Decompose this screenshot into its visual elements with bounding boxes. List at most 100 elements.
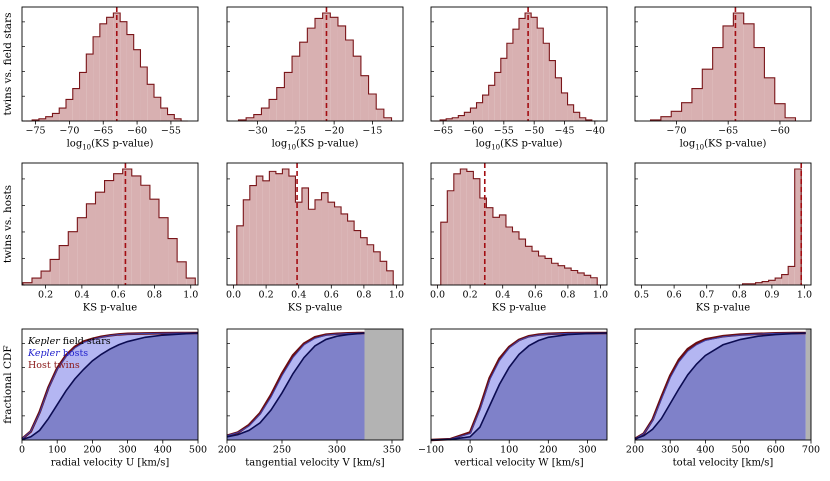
axes-frame xyxy=(21,328,199,441)
hist-bar xyxy=(691,88,703,121)
hist-bar xyxy=(573,112,580,121)
x-tick-label: 600 xyxy=(767,445,785,456)
hist-bar xyxy=(86,203,96,285)
gray-region xyxy=(364,329,403,440)
hist-bar xyxy=(253,114,262,121)
x-tick-label: 0.8 xyxy=(732,290,747,301)
x-tick-label: −60 xyxy=(127,126,147,137)
hist-bar xyxy=(95,192,105,285)
hist-bar xyxy=(743,23,755,121)
hist-bar xyxy=(764,77,775,121)
hist-bar xyxy=(380,261,387,285)
hist-bar xyxy=(243,199,250,285)
hist-bar xyxy=(86,54,94,121)
axes-frame xyxy=(21,6,199,122)
hist-bar xyxy=(301,187,309,285)
hist-bar xyxy=(45,116,53,121)
hist-bar xyxy=(99,23,107,121)
hist-bar xyxy=(447,190,454,285)
axes-frame xyxy=(634,328,812,441)
hist-bar xyxy=(532,251,539,285)
hist-bar xyxy=(464,112,471,121)
x-tick-label: 300 xyxy=(119,445,137,456)
hist-bar xyxy=(269,99,277,121)
x-tick-label: 200 xyxy=(218,445,236,456)
hist-bar xyxy=(785,117,796,121)
hist-bar xyxy=(755,282,763,285)
x-tick-label: 200 xyxy=(626,445,644,456)
panel-2-3: 200 300 400 500 600 700 total velocity [km/s] xyxy=(626,328,820,469)
cdf-field-area xyxy=(635,333,806,440)
hist-bar xyxy=(236,225,244,285)
hist-outline xyxy=(25,12,188,122)
x-tick-label: −65 xyxy=(433,126,453,137)
x-tick-label: 0.4 xyxy=(291,290,306,301)
hist-bar xyxy=(262,180,270,285)
x-axis-label: KS p-value xyxy=(492,303,547,314)
hist-bar xyxy=(383,117,392,121)
panel-1-0: 0.2 0.4 0.6 0.8 1.0 KS p-value xyxy=(21,162,199,314)
row-label-2: fractional CDF xyxy=(2,345,14,423)
hist-bar xyxy=(368,94,377,121)
x-axis-label: tangential velocity V [km/s] xyxy=(245,458,385,469)
hist-bar xyxy=(476,102,483,121)
hist-bar xyxy=(545,258,552,285)
hist-bar xyxy=(66,99,73,121)
hist-bar xyxy=(256,176,263,285)
x-tick-label: 500 xyxy=(189,445,207,456)
hist-bar xyxy=(337,25,346,121)
hist-bar xyxy=(482,95,489,121)
axes-frame xyxy=(634,162,812,286)
hist-bar xyxy=(458,115,465,121)
hist-bar xyxy=(555,77,562,121)
x-tick-label: 0.2 xyxy=(38,290,53,301)
x-tick-label: 100 xyxy=(500,445,518,456)
x-tick-label: 300 xyxy=(328,445,346,456)
hist-bar xyxy=(261,108,270,121)
hist-bar xyxy=(140,67,148,121)
hist-bar xyxy=(564,268,572,285)
hist-bar xyxy=(160,108,168,121)
x-tick-label: 300 xyxy=(578,445,596,456)
x-tick-label: −30 xyxy=(248,126,268,137)
hist-bar xyxy=(549,60,556,121)
hist-bar xyxy=(473,178,480,285)
cdf-hosts-line xyxy=(634,332,806,440)
hist-bar xyxy=(492,217,500,285)
hist-bar xyxy=(452,117,459,121)
hist-bar xyxy=(284,72,293,121)
hist-bar xyxy=(52,113,60,121)
axes-frame xyxy=(430,6,608,122)
panel-1-1: 0.0 0.2 0.4 0.6 0.8 1.0 KS p-value xyxy=(226,162,404,314)
hist-bar xyxy=(712,47,723,122)
hist-bar xyxy=(328,202,335,285)
hist-bar xyxy=(177,261,187,285)
hist-bar xyxy=(788,266,795,285)
hist-bar xyxy=(246,117,254,121)
hist-outline xyxy=(230,168,400,286)
hist-bar xyxy=(22,282,32,285)
hist-bar xyxy=(360,237,368,285)
hist-bar xyxy=(269,171,276,285)
x-tick-label: 0.4 xyxy=(495,290,510,301)
cdf-field-area xyxy=(227,333,365,440)
axes-frame xyxy=(21,162,199,286)
x-tick-label: 0.6 xyxy=(528,290,543,301)
hist-bar xyxy=(590,277,598,285)
hist-bar xyxy=(671,111,682,121)
hist-bar xyxy=(460,169,467,285)
hist-bar xyxy=(774,103,786,121)
x-tick-label: 0 xyxy=(19,445,25,456)
hist-bar xyxy=(794,169,802,285)
hist-bar xyxy=(571,270,578,285)
hist-outline xyxy=(736,168,808,286)
hist-bar xyxy=(131,175,141,285)
hist-bar xyxy=(59,108,66,121)
hist-bar xyxy=(288,176,296,285)
hist-bar xyxy=(531,17,538,121)
hist-bar xyxy=(77,217,87,285)
x-tick-label: −75 xyxy=(26,126,46,137)
